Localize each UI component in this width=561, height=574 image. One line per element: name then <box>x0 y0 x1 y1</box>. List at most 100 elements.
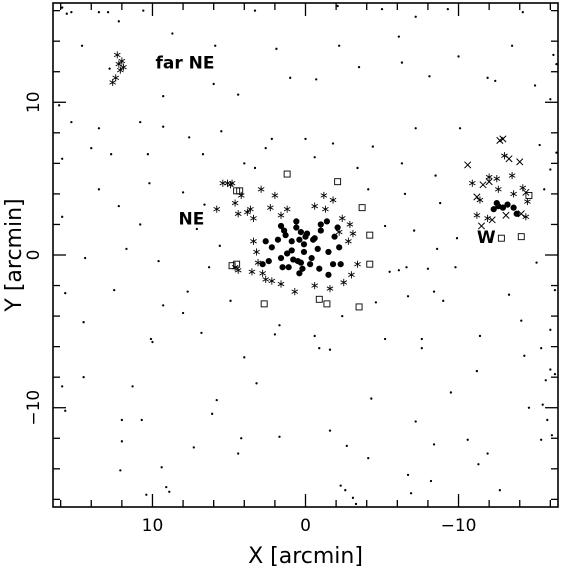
galaxy-point-dot <box>457 55 460 58</box>
galaxy-point-dot <box>264 146 267 150</box>
galaxy-point-asterisk <box>508 171 516 180</box>
galaxy-point-dot <box>212 82 215 86</box>
galaxy-point-asterisk <box>219 179 227 187</box>
galaxy-point-dot <box>494 79 497 83</box>
galaxy-point-dot <box>181 311 185 315</box>
galaxy-point-dot <box>510 44 514 47</box>
galaxy-point-dot <box>70 11 73 14</box>
x-tick-label: 10 <box>142 516 164 536</box>
galaxy-point-asterisk <box>227 181 234 189</box>
galaxy-point-asterisk <box>345 237 352 245</box>
galaxy-point-dot <box>313 156 316 159</box>
galaxy-point-dot <box>97 11 101 14</box>
galaxy-point-asterisk <box>348 271 355 279</box>
galaxy-point-dot <box>162 95 165 98</box>
galaxy-point-dot <box>420 337 423 341</box>
galaxy-point-dot <box>148 182 151 185</box>
galaxy-point-asterisk <box>311 202 319 210</box>
galaxy-point-dot <box>270 137 273 141</box>
galaxy-point-dot <box>117 20 120 23</box>
galaxy-point-asterisk <box>231 199 239 207</box>
galaxy-point-square <box>323 300 331 308</box>
galaxy-point-dot <box>61 215 64 218</box>
galaxy-point-dot <box>120 418 124 422</box>
galaxy-point-dot <box>434 174 437 177</box>
galaxy-point-cross <box>488 216 496 224</box>
galaxy-point-asterisk <box>271 191 279 200</box>
galaxy-point-asterisk <box>250 214 257 222</box>
x-axis-title: X [arcmin] <box>248 544 363 569</box>
galaxy-point-dot <box>414 127 417 130</box>
galaxy-point-dot <box>535 261 538 264</box>
galaxy-point-dot <box>168 490 171 493</box>
galaxy-point-asterisk <box>113 51 121 59</box>
galaxy-point-dot <box>61 157 64 160</box>
galaxy-point-dot <box>192 446 195 449</box>
galaxy-point-dot <box>428 75 431 78</box>
galaxy-point-dot <box>119 469 122 472</box>
galaxy-point-filled <box>302 233 309 240</box>
galaxy-point-dot <box>367 456 370 460</box>
galaxy-point-asterisk <box>322 205 329 213</box>
galaxy-point-dot <box>521 11 524 14</box>
galaxy-point-dot <box>229 299 232 302</box>
galaxy-point-asterisk <box>524 197 531 206</box>
galaxy-point-dot <box>278 435 281 438</box>
axis-ticks <box>53 3 558 507</box>
galaxy-point-filled <box>296 270 303 277</box>
galaxy-point-filled <box>334 224 341 231</box>
galaxy-point-asterisk <box>311 281 319 290</box>
galaxy-point-dot <box>201 153 205 156</box>
galaxy-point-dot <box>341 314 344 318</box>
galaxy-point-dot <box>237 93 240 96</box>
galaxy-point-filled <box>308 254 315 262</box>
galaxy-point-dot <box>117 204 120 208</box>
galaxy-point-dot <box>120 440 124 443</box>
galaxy-point-dot <box>90 146 93 150</box>
galaxy-point-cross <box>473 193 481 201</box>
galaxy-point-dot <box>388 270 391 273</box>
galaxy-point-dot <box>400 162 404 165</box>
galaxy-point-dot <box>357 65 361 69</box>
galaxy-point-dot <box>449 391 453 394</box>
y-tick-label: 0 <box>24 250 44 261</box>
y-tick-label: 10 <box>24 91 44 113</box>
galaxy-point-dot <box>553 372 557 376</box>
galaxy-point-dot <box>409 492 413 495</box>
galaxy-point-dot <box>146 153 150 156</box>
galaxy-point-filled <box>300 248 308 256</box>
galaxy-point-filled <box>300 241 308 248</box>
galaxy-point-dot <box>70 120 73 124</box>
galaxy-point-asterisk <box>494 185 502 193</box>
galaxy-point-dot <box>80 44 84 47</box>
galaxy-point-filled <box>329 261 337 268</box>
galaxy-point-cross <box>505 155 513 163</box>
galaxy-point-dot <box>253 9 257 12</box>
galaxy-point-dot <box>313 334 316 338</box>
galaxy-point-asterisk <box>234 210 242 218</box>
region-label: NE <box>178 209 204 229</box>
galaxy-point-dot <box>442 299 445 302</box>
galaxy-point-asterisk <box>277 280 285 288</box>
galaxy-point-dot <box>220 130 223 133</box>
galaxy-point-square <box>283 170 291 178</box>
galaxy-point-filled <box>297 228 305 236</box>
galaxy-point-dot <box>354 502 358 506</box>
galaxy-point-asterisk <box>338 214 346 222</box>
galaxy-point-dot <box>181 191 185 194</box>
galaxy-point-asterisk <box>248 268 256 276</box>
galaxy-point-filled <box>323 218 331 225</box>
galaxy-point-dot <box>328 429 332 432</box>
galaxy-point-asterisk <box>257 185 265 193</box>
galaxy-point-dot <box>151 340 154 344</box>
galaxy-point-dot <box>553 288 557 292</box>
galaxy-point-square <box>366 260 374 268</box>
galaxy-point-square <box>358 204 366 212</box>
galaxy-point-filled <box>499 204 507 211</box>
galaxy-point-asterisk <box>254 259 262 267</box>
galaxy-point-dot <box>486 76 489 79</box>
galaxy-point-asterisk <box>329 196 337 204</box>
galaxy-point-dot <box>538 143 541 147</box>
galaxy-point-cross <box>479 181 487 189</box>
